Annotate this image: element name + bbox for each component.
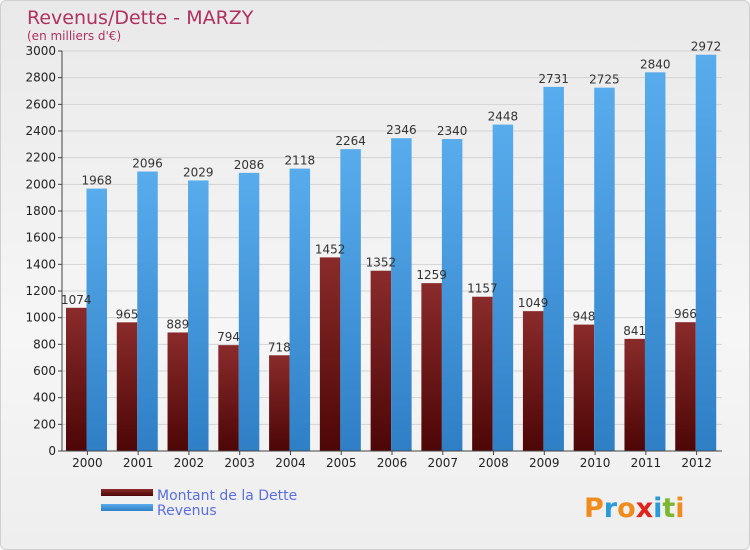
- y-tick-label: 2800: [25, 71, 56, 85]
- x-tick-label: 2009: [529, 456, 560, 470]
- y-tick-label: 600: [33, 364, 56, 378]
- bar-revenus: [340, 149, 361, 451]
- x-tick-label: 2004: [275, 456, 306, 470]
- legend-swatch-revenus: [101, 504, 153, 511]
- y-tick-label: 1400: [25, 257, 56, 271]
- label-revenus: 2346: [386, 123, 417, 137]
- y-tick-label: 1600: [25, 231, 56, 245]
- y-tick-label: 400: [33, 391, 56, 405]
- label-debt: 1259: [416, 268, 447, 282]
- bar-revenus: [594, 87, 615, 452]
- bar-revenus: [644, 72, 666, 451]
- bar-revenus: [86, 188, 107, 451]
- bar-debt: [167, 332, 189, 451]
- x-tick-label: 2001: [123, 456, 154, 470]
- label-debt: 794: [217, 330, 240, 344]
- label-debt: 966: [674, 307, 697, 321]
- label-debt: 718: [268, 340, 291, 354]
- bar-debt: [269, 355, 290, 451]
- x-tick-label: 2007: [427, 456, 458, 470]
- label-revenus: 2340: [437, 124, 468, 138]
- bar-debt: [319, 257, 341, 451]
- bar-revenus: [543, 86, 564, 451]
- label-revenus: 2096: [132, 157, 163, 171]
- y-tick-label: 1800: [25, 204, 56, 218]
- legend-label-revenus: Revenus: [157, 503, 217, 519]
- proxiti-logo: Proxiti: [584, 493, 685, 524]
- x-axis: 2000 2001 2002 2003 2004 2005 2006 2007 2008 2009…: [62, 450, 722, 470]
- y-tick-label: 0: [48, 444, 56, 458]
- legend-label-debt: Montant de la Dette: [157, 488, 297, 504]
- x-tick-label: 2006: [377, 456, 408, 470]
- bar-debt: [370, 270, 392, 451]
- bar-revenus: [188, 180, 209, 451]
- label-debt: 1157: [467, 282, 498, 296]
- label-debt: 948: [572, 310, 595, 324]
- y-tick-label: 2400: [25, 124, 56, 138]
- bar-debt: [472, 296, 493, 451]
- x-tick-label: 2011: [631, 456, 662, 470]
- bar-debt: [218, 345, 239, 451]
- label-revenus: 2086: [234, 158, 265, 172]
- label-debt: 1352: [366, 256, 397, 270]
- y-tick-label: 1000: [25, 311, 56, 325]
- bar-debt: [675, 322, 696, 451]
- y-tick-label: 1200: [25, 284, 56, 298]
- label-debt: 1049: [518, 296, 549, 310]
- label-revenus: 1968: [81, 174, 112, 188]
- x-tick-label: 2005: [326, 456, 357, 470]
- label-revenus: 2972: [691, 40, 722, 54]
- x-tick-label: 2002: [174, 456, 205, 470]
- label-debt: 965: [116, 307, 139, 321]
- label-revenus: 2264: [335, 134, 366, 148]
- label-debt: 889: [166, 317, 189, 331]
- y-tick-label: 3000: [25, 44, 56, 58]
- bar-revenus: [492, 124, 514, 451]
- label-debt: 841: [623, 324, 646, 338]
- bar-revenus: [137, 171, 158, 452]
- y-tick-label: 2200: [25, 151, 56, 165]
- bar-debt: [421, 283, 442, 451]
- y-tick-label: 2600: [25, 97, 56, 111]
- y-tick-label: 800: [33, 337, 56, 351]
- x-tick-label: 2010: [580, 456, 611, 470]
- bar-debt: [573, 324, 595, 451]
- x-tick-label: 2003: [224, 456, 255, 470]
- label-revenus: 2448: [488, 110, 519, 124]
- label-debt: 1074: [61, 293, 92, 307]
- bar-debt: [66, 307, 87, 451]
- x-tick-label: 2008: [478, 456, 509, 470]
- x-tick-label: 2000: [72, 456, 103, 470]
- bars: [66, 54, 717, 452]
- y-tick-label: 2000: [25, 177, 56, 191]
- chart-subtitle: (en milliers d'€): [27, 29, 121, 43]
- x-tick-label: 2012: [681, 456, 712, 470]
- y-tick-label: 200: [33, 417, 56, 431]
- y-axis: 0 200 400 600 800 1000 1200 1400 1600 1800 2000 220…: [25, 44, 63, 458]
- label-revenus: 2840: [640, 57, 671, 71]
- label-revenus: 2725: [589, 73, 620, 87]
- label-revenus: 2118: [285, 154, 316, 168]
- bar-debt: [522, 311, 544, 451]
- chart-title: Revenus/Dette - MARZY: [27, 7, 254, 29]
- legend-swatch-debt: [101, 489, 153, 496]
- bar-revenus: [695, 54, 717, 451]
- value-labels: 1074 1968 965 2096 889 2029 794 2086 718 2118 1452…: [61, 40, 721, 355]
- label-revenus: 2029: [183, 165, 214, 179]
- bar-debt: [116, 322, 138, 451]
- bar-revenus: [238, 172, 260, 451]
- bar-revenus: [289, 168, 311, 451]
- legend: Montant de la Dette Revenus: [101, 488, 297, 519]
- label-revenus: 2731: [538, 72, 569, 86]
- bar-revenus: [441, 139, 463, 451]
- logo-text: Proxiti: [584, 493, 685, 524]
- bar-revenus: [391, 138, 412, 451]
- bar-debt: [624, 338, 645, 451]
- label-debt: 1452: [315, 242, 346, 256]
